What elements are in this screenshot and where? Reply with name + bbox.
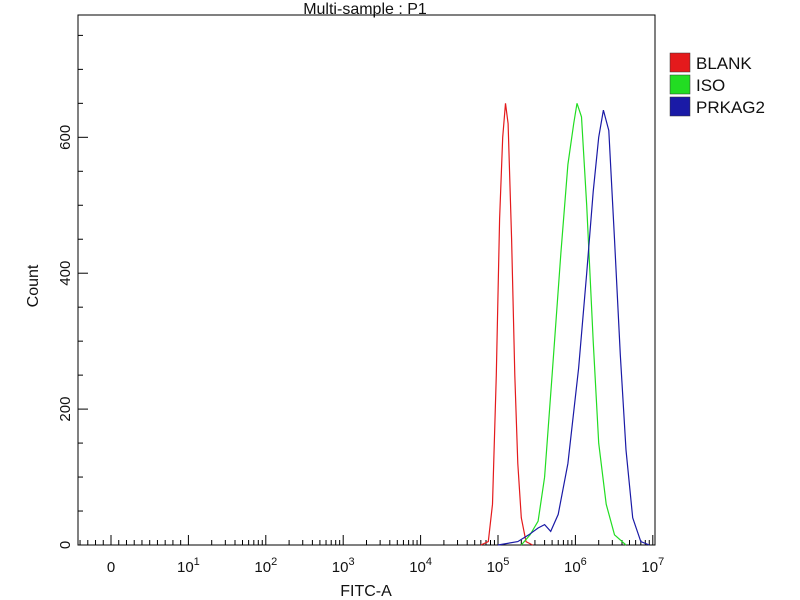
x-tick-label: 105 xyxy=(487,556,510,576)
x-axis: 0 101 102 103 104 105 106 107 xyxy=(79,535,664,576)
y-axis-label: Count xyxy=(25,264,42,307)
x-tick-exponent: 5 xyxy=(503,556,509,568)
x-axis-label: FITC-A xyxy=(340,583,392,600)
x-tick-exponent: 7 xyxy=(658,556,664,568)
x-tick-base: 10 xyxy=(177,559,194,576)
series-line-blank xyxy=(480,103,533,546)
legend-swatch-prkag2 xyxy=(669,96,691,117)
x-tick-label: 103 xyxy=(332,556,355,576)
x-tick-base: 0 xyxy=(107,559,115,576)
x-tick-label: 101 xyxy=(177,556,200,576)
x-tick-exponent: 2 xyxy=(271,556,277,568)
x-tick-base: 10 xyxy=(254,559,271,576)
x-tick-exponent: 3 xyxy=(348,556,354,568)
x-tick-label: 106 xyxy=(564,556,587,576)
y-tick-label: 0 xyxy=(57,541,74,549)
series-line-prkag2 xyxy=(497,109,650,546)
plot-area xyxy=(77,14,656,546)
x-tick-base: 10 xyxy=(641,559,658,576)
plot-frame xyxy=(77,14,656,546)
chart-title: Multi-sample : P1 xyxy=(303,1,427,18)
legend-label-prkag2: PRKAG2 xyxy=(696,98,765,117)
legend: BLANK ISO PRKAG2 xyxy=(669,52,765,117)
y-tick-label: 600 xyxy=(57,125,74,150)
legend-label-blank: BLANK xyxy=(696,54,752,73)
x-tick-base: 10 xyxy=(564,559,581,576)
series-layer xyxy=(480,103,650,546)
x-tick-base: 10 xyxy=(409,559,426,576)
x-tick-base: 10 xyxy=(487,559,504,576)
x-tick-exponent: 1 xyxy=(194,556,200,568)
y-tick-label: 200 xyxy=(57,397,74,422)
legend-swatch-blank xyxy=(669,52,691,73)
y-tick-label: 400 xyxy=(57,261,74,286)
x-tick-label: 107 xyxy=(641,556,664,576)
legend-swatch-iso xyxy=(669,74,691,95)
x-tick-exponent: 4 xyxy=(426,556,432,568)
x-tick-label: 104 xyxy=(409,556,432,576)
legend-label-iso: ISO xyxy=(696,76,725,95)
series-line-iso xyxy=(520,103,627,546)
x-tick-exponent: 6 xyxy=(581,556,587,568)
y-axis: 0 200 400 600 xyxy=(57,34,88,549)
x-tick-label: 102 xyxy=(254,556,277,576)
x-tick-base: 10 xyxy=(332,559,349,576)
x-tick-label: 0 xyxy=(107,559,115,576)
